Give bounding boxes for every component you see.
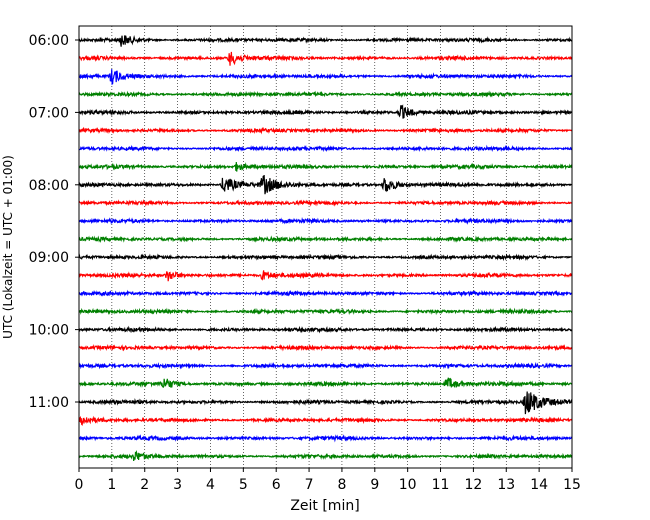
trace-line	[78, 450, 573, 462]
seismogram-trace	[78, 69, 573, 86]
trace-line	[78, 377, 573, 389]
x-tick-label: 3	[173, 477, 182, 493]
trace-line	[78, 361, 573, 370]
seismogram-trace	[78, 361, 573, 370]
x-tick-label: 9	[370, 477, 379, 493]
seismogram-trace	[78, 144, 573, 153]
x-axis-ticks: 0 1 2 3 4 5 6 7 8 9 10 11 12 13 14 15	[75, 468, 581, 493]
y-tick-label: 06:00	[29, 33, 69, 49]
seismogram-trace	[78, 51, 573, 66]
trace-line	[78, 415, 573, 426]
x-tick-label: 7	[305, 477, 314, 493]
trace-line	[78, 35, 573, 47]
trace-group	[78, 35, 573, 462]
trace-line	[78, 69, 573, 86]
trace-line	[78, 161, 573, 172]
seismogram-trace	[78, 450, 573, 462]
plot-frame	[78, 25, 573, 469]
trace-line	[78, 174, 573, 195]
y-axis-ticks: 06:00 07:00 08:00 09:00 10:00 11:00	[29, 33, 79, 411]
y-tick-label: 10:00	[29, 323, 69, 339]
seismogram-trace	[78, 377, 573, 389]
x-axis-label: Zeit [min]	[290, 498, 359, 514]
seismogram-trace	[78, 235, 573, 244]
trace-line	[78, 434, 573, 443]
seismogram-trace	[78, 198, 573, 207]
y-tick-label: 07:00	[29, 105, 69, 121]
x-tick-label: 12	[464, 477, 482, 493]
seismogram-trace	[78, 270, 573, 282]
seismogram-trace	[78, 90, 573, 99]
y-tick-label: 09:00	[29, 250, 69, 266]
trace-line	[78, 90, 573, 99]
trace-line	[78, 307, 573, 316]
x-tick-label: 6	[272, 477, 281, 493]
trace-line	[78, 198, 573, 207]
seismogram-trace	[78, 253, 573, 262]
trace-line	[78, 289, 573, 298]
trace-line	[78, 270, 573, 282]
x-tick-label: 10	[399, 477, 417, 493]
seismogram-trace	[78, 174, 573, 195]
seismogram-trace	[78, 35, 573, 47]
y-tick-label: 08:00	[29, 178, 69, 194]
x-tick-label: 5	[239, 477, 248, 493]
trace-line	[78, 391, 573, 415]
x-tick-label: 4	[206, 477, 215, 493]
trace-line	[78, 253, 573, 262]
seismogram-trace	[78, 391, 573, 415]
seismogram-trace	[78, 343, 573, 352]
trace-line	[78, 104, 573, 119]
y-axis-label: UTC (Lokalzeit = UTC + 01:00)	[1, 155, 15, 339]
trace-line	[78, 217, 573, 225]
trace-line	[78, 126, 573, 135]
trace-line	[78, 144, 573, 153]
seismogram-trace	[78, 217, 573, 225]
seismogram-trace	[78, 415, 573, 426]
x-tick-label: 0	[75, 477, 84, 493]
trace-line	[78, 235, 573, 244]
seismogram-trace	[78, 161, 573, 172]
x-tick-label: 1	[107, 477, 116, 493]
trace-line	[78, 51, 573, 66]
seismogram-trace	[78, 307, 573, 316]
y-tick-label: 11:00	[29, 395, 69, 411]
seismogram-trace	[78, 434, 573, 443]
trace-line	[78, 343, 573, 352]
trace-line	[78, 325, 573, 334]
seismogram-trace	[78, 104, 573, 119]
x-tick-label: 2	[140, 477, 149, 493]
x-tick-label: 8	[337, 477, 346, 493]
x-tick-label: 14	[530, 477, 548, 493]
x-tick-label: 11	[432, 477, 450, 493]
x-tick-label: 15	[563, 477, 581, 493]
seismogram-trace	[78, 325, 573, 334]
x-tick-label: 13	[497, 477, 515, 493]
seismogram-trace	[78, 126, 573, 135]
seismogram-trace	[78, 289, 573, 298]
